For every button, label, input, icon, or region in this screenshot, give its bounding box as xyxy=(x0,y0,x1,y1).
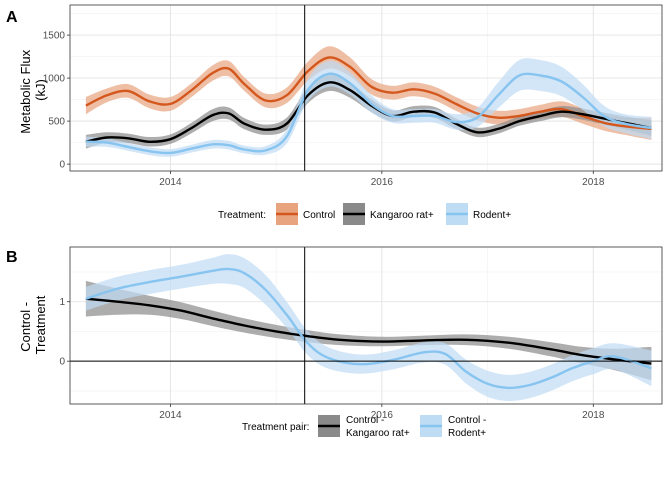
panel-a-legend: Treatment: Control Kangaroo rat+ Rodent+ xyxy=(218,203,511,225)
line-series-2 xyxy=(85,72,652,155)
panel-b-ticks: 2014 2016 2018 0 1 xyxy=(59,297,604,421)
legend-a-entry-kangaroo: Kangaroo rat+ xyxy=(343,203,434,225)
x-tick-label: 2018 xyxy=(582,410,605,421)
line-series-1 xyxy=(85,81,652,144)
line-series-0 xyxy=(85,56,652,131)
legend-b-entry-rodent: Control - Rodent+ xyxy=(420,415,486,439)
panel-b-lines xyxy=(85,267,652,390)
y-tick-label: 0 xyxy=(59,357,65,368)
line-series-1 xyxy=(85,267,652,390)
panel-a-label: A xyxy=(6,9,18,26)
legend-a-entry-rodent: Rodent+ xyxy=(446,203,511,225)
y-tick-label: 1000 xyxy=(43,74,66,85)
panel-b-label: B xyxy=(6,249,18,266)
panel-a-ylabel-line-1: Metabolic Flux xyxy=(18,49,33,133)
panel-b-legend: Treatment pair: Control - Kangaroo rat+ … xyxy=(242,415,486,439)
panel-a-border xyxy=(69,4,663,172)
legend-a-title: Treatment: xyxy=(218,210,266,221)
x-tick-label: 2018 xyxy=(582,177,605,188)
band-series-1 xyxy=(85,254,652,402)
legend-b-label-rodent-line-1: Control - xyxy=(448,415,486,426)
legend-b-label-kangaroo-line-1: Control - xyxy=(346,415,384,426)
panel-b-ylabel-line-2: Treatment xyxy=(33,295,48,354)
y-tick-label: 500 xyxy=(48,117,65,128)
panel-b-reference-lines xyxy=(70,247,662,404)
legend-a-label-rodent: Rodent+ xyxy=(473,210,511,221)
panel-a-lines xyxy=(85,56,652,155)
legend-b-label-rodent-line-2: Rodent+ xyxy=(448,428,486,439)
panel-b-bands xyxy=(85,254,652,402)
panel-b-ylabel: Control - Treatment xyxy=(18,295,48,354)
legend-b-label-kangaroo-line-2: Kangaroo rat+ xyxy=(346,428,410,439)
legend-a-label-kangaroo: Kangaroo rat+ xyxy=(370,210,434,221)
panel-b-ylabel-line-1: Control - xyxy=(18,302,33,352)
panel-b-border xyxy=(69,246,663,405)
legend-b-entry-kangaroo: Control - Kangaroo rat+ xyxy=(318,415,410,439)
x-tick-label: 2014 xyxy=(159,410,182,421)
x-tick-label: 2014 xyxy=(159,177,182,188)
x-tick-label: 2016 xyxy=(371,177,394,188)
panel-b: B 2014 2016 2018 0 1 Control - Treatment Tre… xyxy=(6,246,663,439)
panel-a-ylabel-line-2: (kJ) xyxy=(33,79,48,101)
line-series-0 xyxy=(85,297,652,365)
y-tick-label: 0 xyxy=(59,160,65,171)
legend-a-entry-control: Control xyxy=(276,203,335,225)
legend-a-label-control: Control xyxy=(303,210,335,221)
legend-b-title: Treatment pair: xyxy=(242,422,309,433)
x-tick-label: 2016 xyxy=(371,410,394,421)
panel-a: A 2014 2016 2018 0 500 1000 1500 Metabolic Flu… xyxy=(6,4,663,225)
panel-a-ticks: 2014 2016 2018 0 500 1000 1500 xyxy=(43,31,605,188)
y-tick-label: 1 xyxy=(59,297,65,308)
y-tick-label: 1500 xyxy=(43,31,66,42)
panel-a-ylabel: Metabolic Flux (kJ) xyxy=(18,46,48,133)
